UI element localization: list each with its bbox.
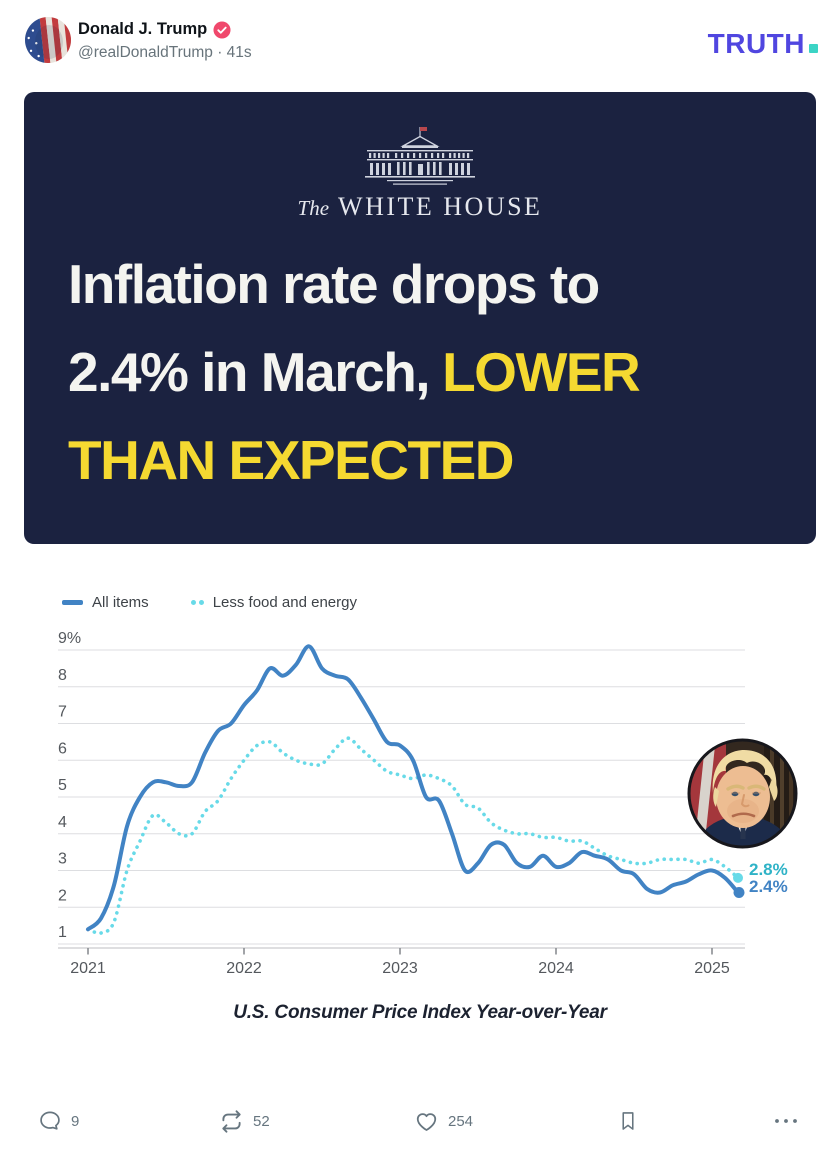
chart-legend: All items Less food and energy (62, 594, 357, 611)
bookmark-button[interactable] (617, 1109, 639, 1133)
post-header: Donald J. Trump @realDonaldTrump · 41s T… (24, 14, 818, 74)
flag-face-avatar-image (25, 17, 71, 63)
core-line-swatch (190, 600, 204, 605)
core-end-value-label: 2.8% (749, 860, 788, 879)
headline-line-1: Inflation rate drops to (68, 253, 600, 315)
white-house-illustration (24, 124, 816, 190)
avatar[interactable] (24, 16, 72, 64)
more-options-button[interactable] (772, 1109, 802, 1133)
post-media-card[interactable]: The WHITE HOUSE Inflation rate drops to 2… (24, 92, 816, 544)
ellipsis-icon (775, 1119, 797, 1123)
legend-label-core: Less food and energy (212, 594, 357, 611)
cpi-line-chart: 9% 8 7 6 5 4 3 2 1 2021 2022 2023 2024 2025 (58, 630, 745, 977)
white-house-wordmark: The WHITE HOUSE (24, 192, 816, 222)
retruth-button[interactable]: 52 (219, 1109, 270, 1134)
reply-bubble-icon (40, 1111, 60, 1130)
reply-count: 9 (71, 1112, 80, 1130)
white-house-building-icon (365, 127, 475, 185)
action-bar: 9 52 254 (0, 1106, 840, 1140)
svg-text:5: 5 (58, 777, 67, 794)
svg-text:2023: 2023 (382, 960, 418, 977)
handle-and-timestamp[interactable]: @realDonaldTrump · 41s (78, 44, 252, 61)
reply-button[interactable]: 9 (38, 1109, 79, 1133)
like-count: 254 (448, 1113, 474, 1130)
display-name[interactable]: Donald J. Trump (78, 20, 208, 38)
svg-text:7: 7 (58, 704, 67, 721)
headline-highlight-lower: LOWER (442, 341, 641, 403)
trump-portrait-badge (686, 737, 799, 850)
svg-text:8: 8 (58, 667, 67, 684)
retruth-arrows-icon (222, 1110, 241, 1133)
legend-item-core: Less food and energy (190, 594, 357, 611)
truth-logo-dot (809, 44, 818, 53)
wordmark-the: The (297, 196, 330, 220)
wordmark-white-house: WHITE HOUSE (338, 192, 543, 221)
svg-text:6: 6 (58, 740, 67, 757)
svg-text:2022: 2022 (226, 960, 262, 977)
truth-logo-text: TRUTH (707, 28, 805, 59)
svg-text:2025: 2025 (694, 960, 730, 977)
bookmark-icon (622, 1112, 634, 1130)
legend-label-all-items: All items (92, 594, 149, 611)
retruth-count: 52 (253, 1113, 270, 1130)
chart-caption: U.S. Consumer Price Index Year-over-Year (233, 1002, 607, 1023)
verified-badge-icon (213, 20, 231, 39)
truth-logo[interactable]: TRUTH (708, 28, 818, 60)
like-button[interactable]: 254 (414, 1109, 473, 1134)
svg-text:2024: 2024 (538, 960, 574, 977)
headline-line-3: THAN EXPECTED (68, 429, 515, 491)
all-items-end-value-label: 2.4% (749, 877, 788, 896)
headline-line-2: 2.4% in March, LOWER (68, 341, 641, 403)
svg-text:3: 3 (58, 851, 67, 868)
all-items-line-swatch (62, 600, 83, 605)
svg-text:1: 1 (58, 924, 67, 941)
heart-icon (416, 1113, 437, 1131)
legend-item-all-items: All items (62, 594, 149, 611)
svg-text:2021: 2021 (70, 960, 106, 977)
svg-text:4: 4 (58, 814, 67, 831)
svg-text:2: 2 (58, 887, 67, 904)
svg-text:9%: 9% (58, 630, 81, 647)
headline: Inflation rate drops to 2.4% in March, LO… (68, 240, 788, 504)
trump-portrait-image (687, 738, 798, 849)
